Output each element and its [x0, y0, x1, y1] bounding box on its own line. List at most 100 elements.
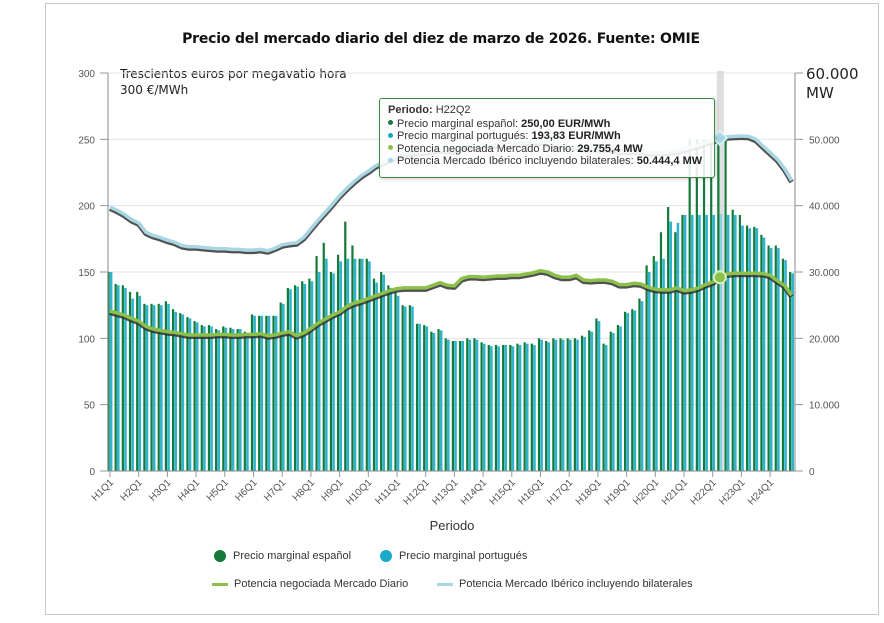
bar-spain — [537, 338, 541, 471]
bar-portugal — [195, 322, 199, 471]
bar-portugal — [167, 303, 170, 471]
bar-portugal — [274, 315, 278, 471]
bar-portugal — [124, 287, 127, 471]
bullet-icon — [388, 157, 393, 163]
bar-spain — [444, 338, 447, 471]
bar-portugal — [769, 248, 773, 471]
bar-portugal — [454, 340, 457, 471]
bar-portugal — [576, 339, 579, 471]
bar-spain — [559, 338, 562, 471]
bar-spain — [667, 206, 670, 471]
bar-portugal — [612, 333, 615, 471]
bar-portugal — [282, 303, 285, 471]
bar-spain — [451, 340, 454, 471]
x-tick-label: H14Q1 — [459, 477, 489, 507]
bar-spain — [329, 272, 333, 471]
tooltip-value: 29.755,4 MW — [577, 142, 643, 155]
legend-item-daily-power[interactable]: Potencia negociada Mercado Diario — [212, 578, 408, 590]
bar-portugal — [626, 313, 629, 471]
chart-title: Precio del mercado diario del diez de ma… — [182, 31, 700, 47]
legend-item-portugal[interactable]: Precio marginal portugués — [380, 550, 527, 562]
bullet-icon — [388, 145, 393, 151]
legend-item-spain[interactable]: Precio marginal español — [214, 550, 351, 562]
x-tick-label: H8Q1 — [291, 477, 318, 504]
bar-portugal — [418, 323, 421, 471]
legend-label: Precio marginal español — [233, 550, 352, 562]
bar-portugal — [533, 344, 536, 471]
x-tick-label: H4Q1 — [176, 477, 203, 504]
tooltip-row-daily-power: Potencia negociada Mercado Diario: 29.75… — [388, 143, 706, 156]
bullet-icon — [388, 120, 393, 126]
bar-spain — [609, 331, 612, 471]
bar-portugal — [411, 306, 414, 471]
bar-spain — [114, 283, 117, 471]
bar-spain — [308, 278, 311, 471]
y-tick-label: 200 — [78, 202, 95, 213]
bar-spain — [674, 232, 677, 471]
bar-spain — [602, 343, 605, 471]
bar-portugal — [152, 305, 156, 471]
right-unit-note-line-1: 60.000 — [806, 65, 859, 83]
bar-portugal — [310, 281, 314, 471]
bar-portugal — [267, 315, 271, 471]
bar-spain — [128, 291, 132, 471]
bar-portugal — [683, 214, 687, 471]
bar-spain — [573, 338, 576, 471]
bar-spain — [157, 303, 160, 471]
bar-portugal — [583, 337, 586, 471]
bar-spain — [509, 344, 512, 471]
bar-portugal — [569, 339, 572, 471]
tooltip-label: Potencia Mercado Ibérico incluyendo bila… — [397, 155, 634, 168]
bar-spain — [207, 325, 211, 471]
bar-spain — [186, 317, 189, 471]
bar-spain — [659, 232, 663, 471]
bar-spain — [415, 323, 419, 471]
x-tick-label: H13Q1 — [430, 477, 460, 507]
bar-portugal — [238, 329, 242, 471]
y2-tick-label: 20.000 — [809, 334, 840, 345]
x-tick-label: H9Q1 — [319, 477, 346, 504]
bar-portugal — [633, 310, 637, 471]
bar-spain — [494, 344, 498, 471]
bar-portugal — [138, 295, 142, 471]
bar-portugal — [504, 344, 508, 471]
legend-label: Precio marginal portugués — [399, 550, 528, 562]
bar-portugal — [109, 272, 113, 471]
bar-portugal — [490, 346, 493, 471]
y-tick-label: 100 — [78, 334, 95, 345]
bar-spain — [473, 338, 476, 471]
bar-portugal — [604, 344, 608, 471]
bar-portugal — [712, 214, 716, 471]
bar-spain — [121, 285, 124, 471]
y-tick-label: 50 — [84, 401, 96, 412]
bar-portugal — [160, 305, 163, 471]
hover-marker-daily-power — [712, 270, 727, 285]
x-tick-label: H20Q1 — [631, 477, 661, 507]
y-tick-label: 0 — [89, 467, 95, 478]
bar-spain — [652, 256, 655, 471]
bar-portugal — [518, 344, 522, 471]
x-tick-label: H11Q1 — [373, 477, 403, 507]
bar-portugal — [210, 326, 213, 471]
bar-portugal — [748, 228, 751, 471]
bar-portugal — [482, 343, 486, 471]
bar-spain — [179, 313, 182, 471]
bar-portugal — [339, 261, 342, 471]
bar-portugal — [296, 286, 299, 471]
x-tick-label: H1Q1 — [90, 477, 117, 504]
tooltip: Periodo: H22Q2 Precio marginal español: … — [379, 98, 715, 178]
legend-item-iberian-power[interactable]: Potencia Mercado Ibérico incluyendo bila… — [437, 578, 693, 590]
bar-spain — [487, 344, 490, 471]
bullet-icon — [388, 132, 393, 138]
bar-spain — [681, 214, 684, 471]
bar-spain — [408, 305, 411, 471]
bar-portugal — [224, 327, 228, 471]
left-unit-note-line-2: 300 €/MWh — [120, 83, 189, 97]
bar-portugal — [525, 343, 529, 471]
bar-spain — [738, 214, 741, 471]
bar-portugal — [777, 248, 780, 471]
bar-spain — [136, 291, 139, 471]
x-tick-label: H7Q1 — [262, 477, 289, 504]
bar-spain — [552, 338, 555, 471]
